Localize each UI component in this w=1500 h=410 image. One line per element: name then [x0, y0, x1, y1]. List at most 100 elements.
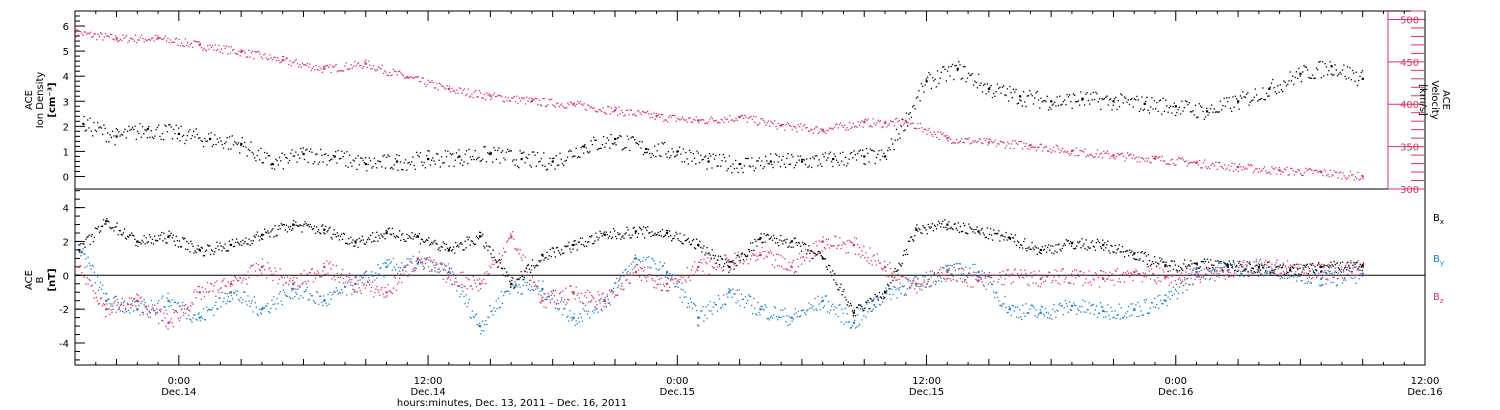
trace-dot-ion-density [875, 156, 878, 159]
trace-dot-by [906, 288, 909, 290]
trace-dot-ion-density [930, 87, 932, 90]
trace-dot-by [698, 325, 700, 327]
trace-dot-bz [543, 306, 545, 308]
trace-dot-ion-density [859, 149, 861, 151]
trace-dot-by [1283, 277, 1286, 279]
trace-dot-ion-density [1218, 111, 1220, 113]
trace-dot-velocity [635, 115, 638, 117]
trace-dot-ion-density [399, 161, 402, 163]
trace-dot-bz [289, 277, 292, 280]
trace-dot-by [555, 302, 558, 305]
trace-dot-ion-density [140, 136, 142, 138]
trace-dot-by [842, 312, 844, 314]
trace-dot-ion-density [361, 157, 363, 160]
trace-dot-by [1198, 271, 1200, 273]
trace-dot-bz [791, 261, 793, 264]
trace-dot-velocity [1075, 147, 1077, 149]
trace-dot-ion-density [156, 126, 159, 129]
trace-dot-bz [810, 250, 812, 253]
trace-dot-ion-density [786, 157, 788, 160]
trace-dot-bz [512, 231, 514, 233]
trace-dot-velocity [899, 124, 902, 126]
trace-dot-bz [130, 303, 132, 306]
trace-dot-ion-density [373, 157, 375, 160]
trace-dot-velocity [1110, 155, 1112, 158]
trace-dot-by [304, 290, 306, 293]
trace-dot-bz [191, 301, 193, 304]
trace-dot-by [1132, 303, 1134, 305]
data-point-ion-density [1050, 100, 1053, 103]
trace-dot-ion-density [1293, 83, 1295, 86]
trace-dot-ion-density [543, 152, 545, 154]
trace-dot-bz [675, 278, 677, 280]
trace-dot-bz [1091, 275, 1093, 277]
trace-dot-ion-density [1029, 90, 1031, 92]
trace-dot-velocity [675, 120, 677, 122]
trace-dot-by [465, 294, 467, 296]
trace-dot-ion-density [1248, 104, 1250, 106]
trace-dot-ion-density [159, 135, 161, 138]
trace-dot-by [766, 318, 768, 320]
trace-dot-by [598, 299, 600, 302]
trace-dot-by [680, 288, 682, 290]
trace-dot-velocity [233, 48, 235, 51]
trace-dot-by [272, 303, 274, 306]
trace-dot-by [1064, 300, 1066, 302]
trace-dot-ion-density [981, 91, 984, 93]
trace-dot-by [152, 309, 155, 312]
trace-dot-velocity [943, 135, 945, 137]
trace-dot-velocity [620, 109, 623, 112]
trace-dot-ion-density [1321, 61, 1324, 63]
trace-dot-ion-density [315, 153, 317, 156]
trace-dot-velocity [987, 144, 989, 146]
trace-dot-by [1186, 289, 1188, 291]
trace-dot-bz [1085, 278, 1087, 280]
trace-dot-bz [892, 274, 894, 276]
trace-dot-ion-density [275, 158, 277, 161]
trace-dot-bz [456, 281, 458, 283]
trace-dot-velocity [1151, 155, 1153, 158]
trace-dot-by [696, 309, 698, 312]
top-data-points [74, 28, 1364, 181]
trace-dot-bz [390, 291, 392, 294]
trace-dot-bz [842, 241, 844, 243]
trace-dot-bz [1033, 270, 1035, 273]
trace-dot-velocity [850, 127, 852, 130]
trace-dot-bz [866, 260, 868, 262]
trace-dot-ion-density [976, 87, 979, 89]
trace-dot-ion-density [1300, 80, 1303, 83]
trace-dot-velocity [1076, 154, 1079, 157]
trace-dot-bz [228, 292, 230, 294]
trace-dot-ion-density [640, 147, 642, 149]
trace-dot-ion-density [1133, 98, 1136, 100]
trace-dot-by [381, 275, 383, 277]
trace-dot-bz [428, 265, 430, 268]
trace-dot-velocity [568, 104, 570, 106]
trace-dot-velocity [97, 33, 99, 36]
data-point-bz [1070, 274, 1074, 277]
trace-dot-bz [832, 245, 834, 247]
trace-dot-ion-density [935, 86, 937, 88]
trace-dot-velocity [258, 51, 260, 53]
trace-dot-bz [709, 260, 711, 262]
trace-dot-ion-density [1272, 78, 1274, 81]
trace-dot-by [1211, 270, 1213, 272]
trace-dot-bz [493, 263, 495, 266]
trace-dot-bz [1266, 264, 1268, 266]
trace-dot-by [811, 307, 813, 309]
data-point-velocity [281, 59, 284, 62]
trace-dot-ion-density [1259, 98, 1261, 100]
trace-dot-velocity [296, 63, 299, 65]
trace-dot-velocity [156, 38, 158, 40]
trace-dot-by [1314, 273, 1317, 276]
trace-dot-bz [883, 260, 886, 263]
trace-dot-velocity [1123, 155, 1125, 157]
trace-dot-velocity [394, 70, 396, 72]
trace-dot-ion-density [701, 159, 703, 161]
trace-dot-ion-density [1025, 105, 1027, 108]
trace-dot-velocity [299, 64, 301, 66]
trace-dot-ion-density [1355, 71, 1357, 73]
trace-dot-velocity [789, 124, 791, 127]
trace-dot-velocity [795, 127, 797, 129]
trace-dot-ion-density [1198, 103, 1200, 105]
